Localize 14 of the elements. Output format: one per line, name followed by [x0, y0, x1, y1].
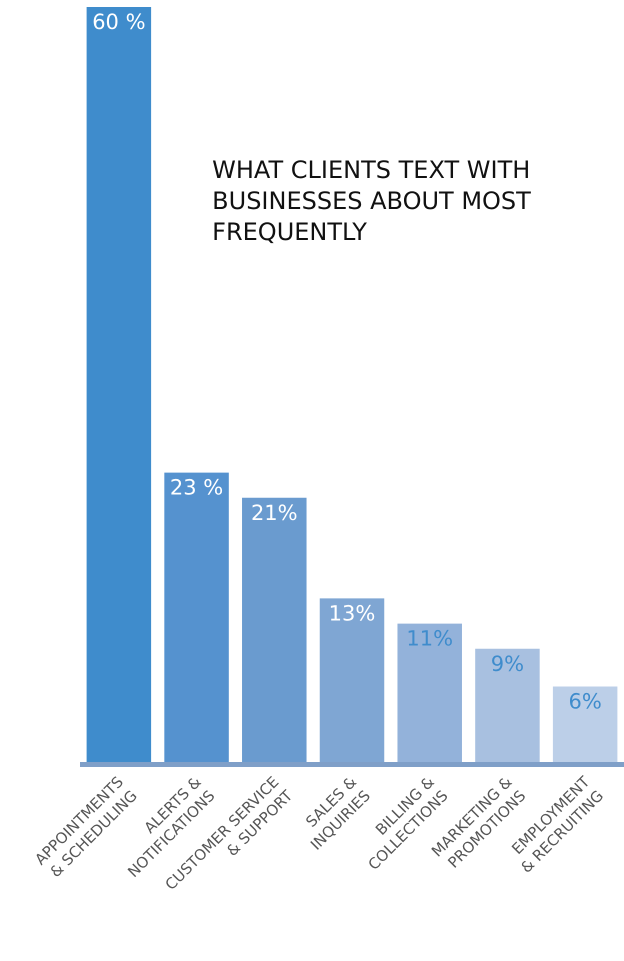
bar	[475, 648, 540, 762]
data-label: 60 %	[92, 10, 146, 34]
data-label: 21%	[250, 500, 298, 525]
data-label: 11%	[406, 626, 454, 651]
data-label: 23 %	[170, 476, 224, 500]
data-label: 6%	[568, 690, 602, 714]
bar	[552, 686, 618, 762]
text: WHAT CLIENTS TEXT WITH BUSINESSES ABOUT MOST FREQUENTLY	[212, 156, 532, 246]
data-label: 9%	[490, 652, 524, 676]
bar	[397, 624, 462, 762]
bar	[86, 7, 152, 762]
bar	[242, 498, 307, 762]
bar	[164, 472, 229, 762]
data-label: 13%	[328, 601, 376, 626]
